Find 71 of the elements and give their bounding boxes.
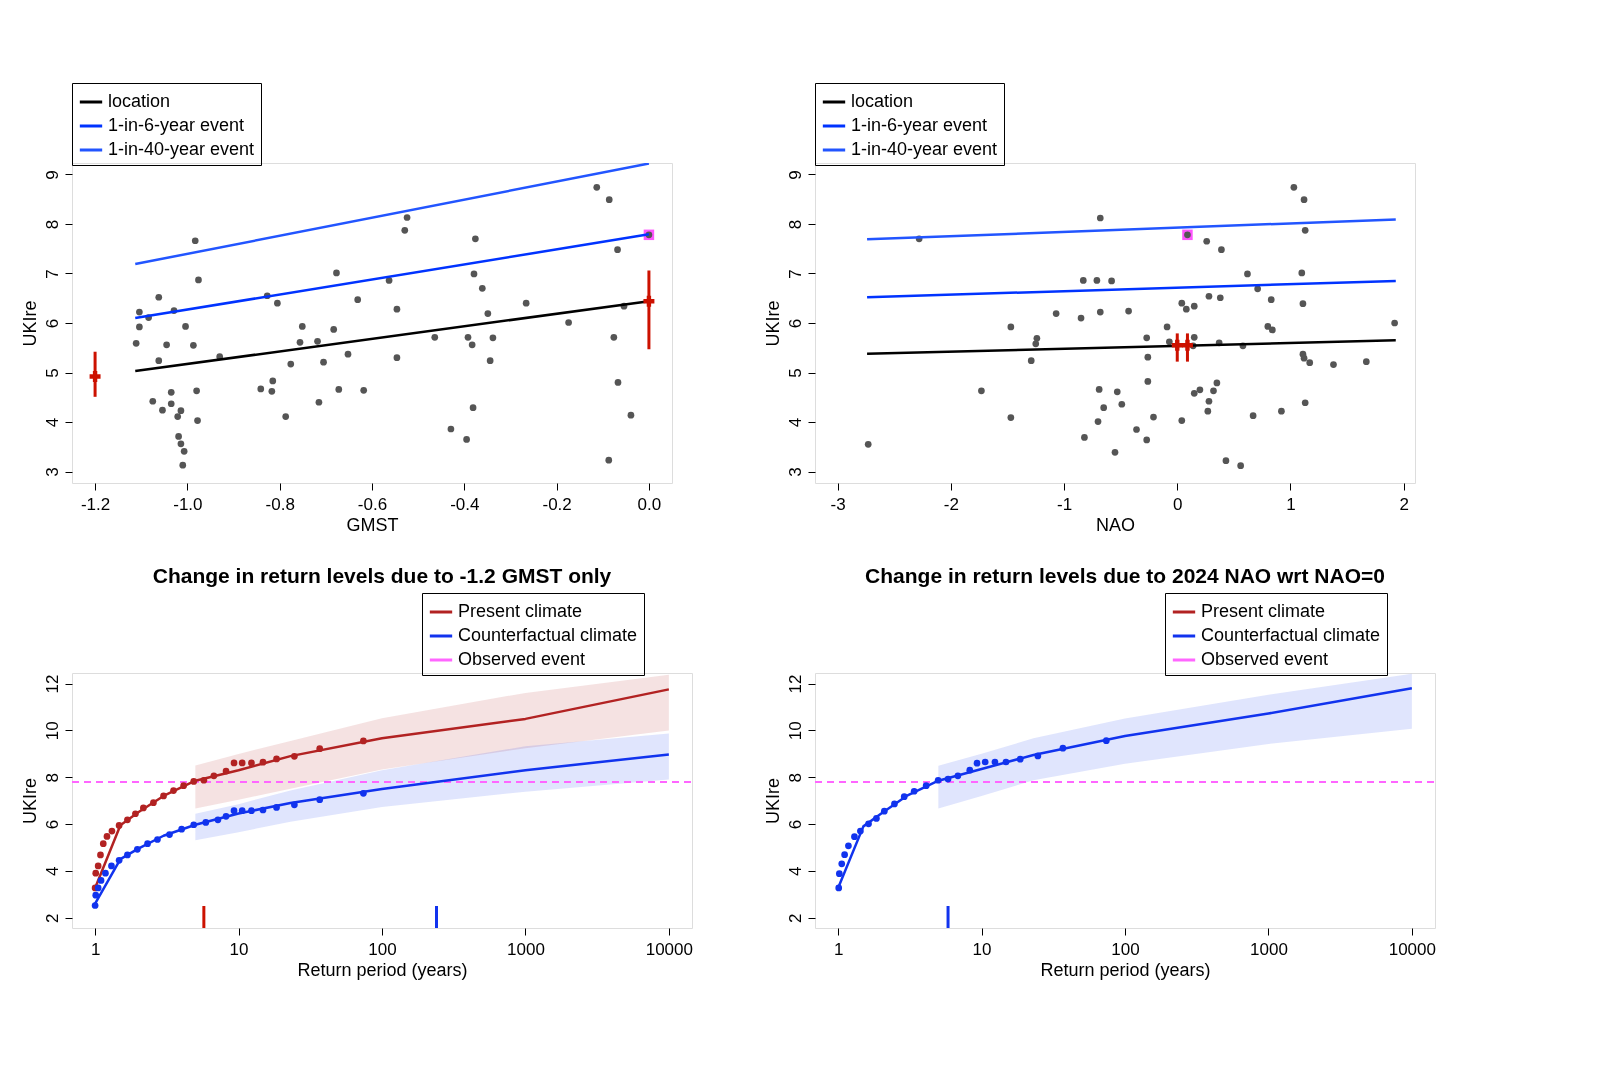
- legend-label: Counterfactual climate: [1201, 625, 1381, 645]
- y-tick-label: 9: [42, 170, 62, 180]
- x-tick-label: 10: [972, 939, 992, 959]
- legend-label: Present climate: [458, 601, 583, 621]
- x-tick-label: -1.0: [173, 494, 203, 514]
- legend-label: Present climate: [1201, 601, 1326, 621]
- x-tick-label: -0.2: [542, 494, 572, 514]
- x-tick-label: 10: [229, 939, 249, 959]
- x-tick-label: 2: [1399, 494, 1409, 514]
- legend-label: Observed event: [1201, 649, 1329, 669]
- y-tick-label: 8: [785, 772, 805, 783]
- y-tick-label: 6: [42, 819, 62, 830]
- x-tick-label: 1: [90, 939, 101, 959]
- y-tick-label: 4: [42, 866, 62, 877]
- y-axis-title: UKIre: [19, 777, 40, 825]
- legend-label: 1-in-40-year event: [108, 139, 255, 159]
- y-tick-label: 8: [42, 772, 62, 783]
- legend-label: 1-in-6-year event: [851, 115, 988, 135]
- y-tick-label: 12: [785, 674, 805, 694]
- y-tick-label: 3: [785, 467, 805, 477]
- y-tick-label: 2: [785, 913, 805, 923]
- x-axis-title: Return period (years): [297, 959, 468, 980]
- y-tick-label: 5: [42, 368, 62, 378]
- x-tick-label: -2: [943, 494, 959, 514]
- x-tick-label: 0.0: [637, 494, 662, 514]
- y-tick-label: 5: [785, 368, 805, 378]
- x-tick-label: 10000: [645, 939, 693, 959]
- x-tick-label: -3: [830, 494, 846, 514]
- y-tick-label: 7: [42, 269, 62, 279]
- y-tick-label: 2: [42, 913, 62, 923]
- x-tick-label: 1: [1286, 494, 1296, 514]
- y-tick-label: 10: [42, 721, 62, 741]
- x-tick-label: 1000: [507, 939, 545, 959]
- x-tick-label: 100: [368, 939, 397, 959]
- x-tick-label: 100: [1111, 939, 1140, 959]
- legend-label: location: [108, 91, 171, 111]
- x-axis-title: GMST: [346, 514, 399, 535]
- y-tick-label: 4: [42, 417, 62, 428]
- x-tick-label: -0.6: [357, 494, 388, 514]
- y-tick-label: 10: [785, 721, 805, 741]
- x-tick-label: -0.8: [265, 494, 295, 514]
- y-tick-label: 7: [785, 269, 805, 279]
- y-tick-label: 8: [42, 219, 62, 230]
- y-axis-title: UKIre: [762, 777, 783, 825]
- y-tick-label: 4: [785, 866, 805, 877]
- y-tick-label: 6: [785, 819, 805, 830]
- y-tick-label: 9: [785, 170, 805, 180]
- y-axis-title: UKIre: [19, 300, 40, 347]
- legend-label: Counterfactual climate: [458, 625, 638, 645]
- chart-title: Change in return levels due to 2024 NAO wrt NAO=0: [865, 563, 1385, 587]
- x-tick-label: -0.4: [450, 494, 480, 514]
- legend-label: 1-in-40-year event: [851, 139, 998, 159]
- x-tick-label: -1: [1056, 494, 1073, 514]
- x-axis-title: Return period (years): [1040, 959, 1211, 980]
- x-tick-label: 1: [833, 939, 844, 959]
- y-tick-label: 12: [42, 674, 62, 694]
- x-tick-label: 10000: [1388, 939, 1436, 959]
- legend-label: Observed event: [458, 649, 586, 669]
- x-tick-label: -1.2: [80, 494, 111, 514]
- x-tick-label: 0: [1173, 494, 1183, 514]
- chart-title: Change in return levels due to -1.2 GMST only: [152, 563, 612, 587]
- legend-label: 1-in-6-year event: [108, 115, 245, 135]
- y-axis-title: UKIre: [762, 300, 783, 347]
- y-tick-label: 6: [42, 318, 62, 329]
- x-axis-title: NAO: [1095, 514, 1136, 535]
- y-tick-label: 6: [785, 318, 805, 329]
- legend-label: location: [851, 91, 914, 111]
- y-tick-label: 4: [785, 417, 805, 428]
- y-tick-label: 3: [42, 467, 62, 477]
- x-tick-label: 1000: [1250, 939, 1288, 959]
- y-tick-label: 8: [785, 219, 805, 230]
